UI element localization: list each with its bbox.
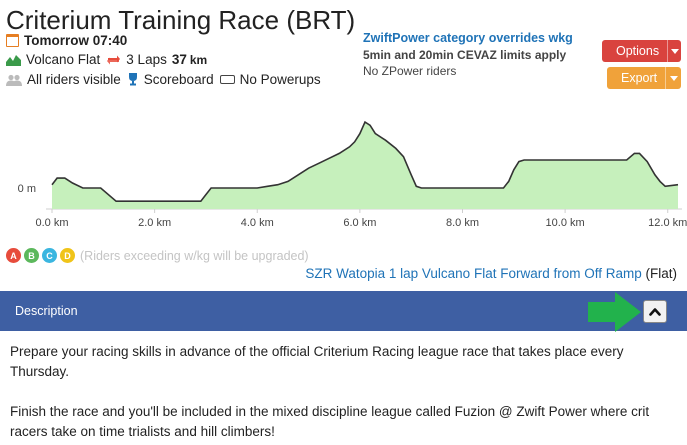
laps-count: 3 Laps [126,52,167,67]
laps-icon [107,55,121,64]
elevation-profile-line [51,120,679,202]
category-badge-d: D [60,248,75,263]
export-button[interactable]: Export [607,67,681,89]
elevation-profile-area [52,122,678,209]
zpower-text: No ZPower riders [363,64,457,78]
route-info: SZR Watopia 1 lap Vulcano Flat Forward f… [305,266,677,281]
category-badge-c: C [42,248,57,263]
collapse-description-button[interactable] [643,300,667,323]
options-label: Options [616,44,660,58]
trophy-icon [128,73,137,86]
event-time: Tomorrow 07:40 [24,33,128,48]
green-arrow-pointer-icon [588,292,641,332]
calendar-icon [6,34,19,47]
elevation-chart-icon [6,54,21,66]
scoreboard-text: Scoreboard [143,72,214,87]
x-tick-label: 8.0 km [446,217,479,229]
chevron-up-icon [649,308,661,316]
route-type: (Flat) [645,266,678,281]
event-title: Criterium Training Race (BRT) [6,5,356,35]
description-label: Description [15,304,78,318]
chevron-down-icon [667,40,681,62]
description-paragraph-2: Finish the race and you'll be included i… [10,404,650,439]
distance-unit: km [189,52,208,67]
category-badge-a: A [6,248,21,263]
chevron-down-icon [665,67,681,89]
x-tick-label: 12.0 km [648,217,687,229]
y-tick-label: 0 m [18,183,36,195]
x-tick-label: 10.0 km [546,217,585,229]
x-tick-label: 4.0 km [241,217,274,229]
route-link[interactable]: SZR Watopia 1 lap Vulcano Flat Forward f… [305,266,642,281]
export-label: Export [621,71,658,85]
category-badge-b: B [24,248,39,263]
users-icon [6,74,22,86]
x-tick-label: 2.0 km [138,217,171,229]
upgrade-note: (Riders exceeding w/kg will be upgraded) [80,248,309,263]
powerups-text: No Powerups [239,72,321,87]
route-name: Volcano Flat [26,52,101,67]
x-tick-label: 6.0 km [343,217,376,229]
visibility-text: All riders visible [27,72,121,87]
event-route-row: Volcano Flat 3 Laps 37 km [6,52,207,67]
description-paragraph-1: Prepare your racing skills in advance of… [10,344,624,379]
cevaz-limits-text: 5min and 20min CEVAZ limits apply [363,48,567,62]
event-time-row: Tomorrow 07:40 [6,33,127,48]
elevation-profile-chart: 0.0 km 2.0 km 4.0 km 6.0 km 8.0 km 10.0 km 12.… [18,120,687,229]
x-tick-label: 0.0 km [35,217,68,229]
powerups-icon [219,75,235,84]
description-header: Description [0,291,687,331]
options-button[interactable]: Options [602,40,681,62]
event-options-row: All riders visible Scoreboard No Powerup… [6,72,321,87]
distance-value: 37 [171,52,187,67]
category-override-heading: ZwiftPower category overrides wkg [363,31,573,45]
